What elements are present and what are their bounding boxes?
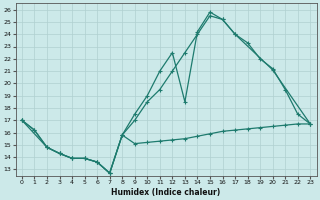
X-axis label: Humidex (Indice chaleur): Humidex (Indice chaleur) bbox=[111, 188, 221, 197]
